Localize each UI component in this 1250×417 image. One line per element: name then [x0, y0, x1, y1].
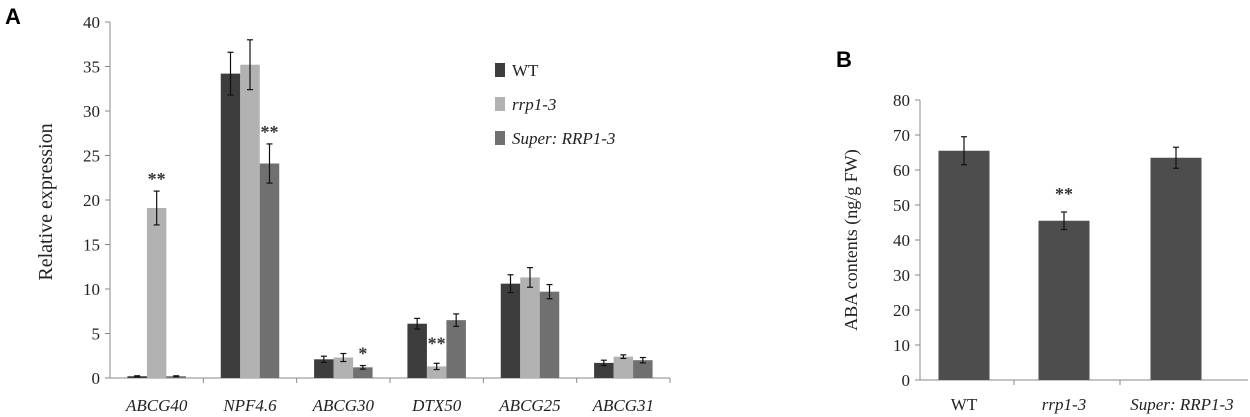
chart-a-bar	[446, 320, 466, 378]
chart-b-bar	[938, 150, 990, 380]
chart-a-bar	[333, 357, 354, 378]
chart-a-bar	[594, 362, 614, 378]
chart-a-category-label: NPF4.6	[222, 396, 277, 415]
chart-a-significance-marker: *	[358, 344, 367, 364]
chart-b-bar	[1150, 157, 1202, 380]
chart-a-bar	[220, 73, 241, 379]
chart-a-significance-marker: **	[428, 333, 446, 353]
chart-a-bar	[353, 367, 373, 378]
chart-a-bar	[240, 64, 260, 378]
chart-b-y-tick-label: 40	[893, 231, 910, 250]
chart-a-y-tick-label: 15	[83, 236, 100, 255]
chart-a-bar	[613, 356, 634, 378]
chart-a-y-axis-title: Relative expression	[35, 123, 57, 280]
chart-a-bar	[426, 366, 447, 378]
chart-a-bar	[539, 291, 560, 378]
chart-a-category-label: ABCG25	[498, 396, 560, 415]
panel-a-letter: A	[5, 4, 21, 29]
chart-a-bar	[633, 360, 653, 378]
chart-b-significance-marker: **	[1055, 184, 1073, 204]
panel-b-letter: B	[836, 47, 852, 72]
chart-a-category-label: ABCG31	[592, 396, 654, 415]
chart-b-y-tick-label: 30	[893, 266, 910, 285]
chart-a-y-tick-label: 35	[83, 58, 100, 77]
chart-a-y-tick-label: 0	[92, 369, 101, 388]
chart-a-bar	[520, 277, 540, 378]
chart-b-y-tick-label: 80	[893, 91, 910, 110]
chart-a-legend-swatch	[495, 97, 505, 111]
chart-a-y-tick-label: 5	[92, 325, 101, 344]
chart-a-legend-label: Super: RRP1-3	[512, 129, 615, 148]
chart-b-y-tick-label: 0	[902, 371, 911, 390]
chart-b-y-tick-label: 50	[893, 196, 910, 215]
chart-a-significance-marker: **	[261, 122, 279, 142]
chart-a-significance-marker: **	[148, 169, 166, 189]
chart-b-category-label: rrp1-3	[1042, 395, 1086, 414]
chart-b-y-tick-label: 10	[893, 336, 910, 355]
chart-a-y-tick-label: 20	[83, 191, 100, 210]
chart-a-bar	[500, 283, 521, 378]
chart-a-category-label: ABCG30	[312, 396, 375, 415]
chart-a-y-tick-label: 40	[83, 13, 100, 32]
chart-b-y-axis-title: ABA contents (ng/g FW)	[841, 149, 862, 331]
chart-a-bar	[407, 323, 427, 378]
chart-a-legend: WT rrp1-3 Super: RRP1-3	[495, 61, 615, 148]
chart-a-legend-label: WT	[512, 61, 539, 80]
chart-a-category-label: DTX50	[411, 396, 462, 415]
chart-b-bar	[1038, 220, 1090, 380]
chart-a-y-tick-label: 30	[83, 102, 100, 121]
chart-a-bar	[314, 359, 334, 378]
chart-a-legend-swatch	[495, 131, 505, 145]
chart-a: Relative expression WT rrp1-3 Super: RRP1-…	[35, 13, 671, 415]
chart-a-legend-swatch	[495, 63, 505, 77]
chart-a-bar	[146, 208, 167, 378]
chart-a-y-tick-label: 25	[83, 147, 100, 166]
chart-b: ABA contents (ng/g FW) 0 10 20 30 40 50 60 70 80…	[841, 91, 1248, 414]
chart-b-category-label: Super: RRP1-3	[1130, 395, 1233, 414]
chart-a-bar	[259, 163, 280, 378]
chart-b-y-tick-label: 20	[893, 301, 910, 320]
chart-b-y-tick-label: 60	[893, 161, 910, 180]
chart-a-legend-label: rrp1-3	[512, 95, 556, 114]
chart-b-y-tick-label: 70	[893, 126, 910, 145]
chart-a-y-tick-label: 10	[83, 280, 100, 299]
chart-a-category-label: ABCG40	[125, 396, 188, 415]
chart-b-category-label: WT	[951, 395, 978, 414]
